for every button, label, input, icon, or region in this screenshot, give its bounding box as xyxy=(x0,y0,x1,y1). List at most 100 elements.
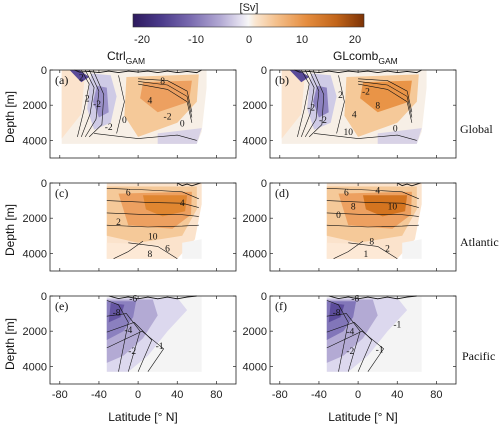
contour-label: -2 xyxy=(307,104,315,114)
column-title-ctrl: CtrlGAM xyxy=(107,49,145,66)
contour-label: 2 xyxy=(385,245,390,255)
y-axis-label: Depth [m] xyxy=(3,318,17,370)
y-tick-label: 2000 xyxy=(23,326,47,338)
colorbar-tick: 0 xyxy=(246,34,252,46)
contour-label: 1 xyxy=(364,250,369,260)
y-tick-label: 4000 xyxy=(23,248,47,260)
contour-label: 10 xyxy=(388,202,398,212)
contour-label: -2 xyxy=(319,116,327,126)
basin-label-pacific: Pacific xyxy=(462,349,495,363)
contour-label: -6 xyxy=(129,294,137,304)
panel-label: (f) xyxy=(275,299,287,313)
contour-label: 8 xyxy=(375,102,380,112)
contour-label: 8 xyxy=(369,238,374,248)
x-tick-label: 40 xyxy=(391,389,403,401)
contour-label: 0 xyxy=(336,211,341,221)
panel-label: (a) xyxy=(55,73,68,87)
panel-c: 6 4 10 6 8 2 0 2000 4000 (c) xyxy=(23,178,237,272)
x-axis-label: Latitude [° N] xyxy=(328,410,398,424)
x-tick-label: 0 xyxy=(355,389,361,401)
x-tick-label: 80 xyxy=(210,389,222,401)
x-tick-label: -80 xyxy=(52,389,68,401)
colorbar-unit: [Sv] xyxy=(240,2,259,14)
y-tick-label: 4000 xyxy=(243,135,267,147)
x-tick-label: 0 xyxy=(135,389,141,401)
basin-label-global: Global xyxy=(460,122,493,136)
column-title-glcomb: GLcombGAM xyxy=(333,49,398,66)
y-tick-label: 2000 xyxy=(243,100,267,112)
contour-label: 4 xyxy=(148,96,153,106)
contour-label: 10 xyxy=(148,232,158,242)
y-tick-label: 2000 xyxy=(23,100,47,112)
contour-label: 6 xyxy=(344,188,349,198)
y-tick-label: 2000 xyxy=(23,213,47,225)
y-tick-label: 4000 xyxy=(243,248,267,260)
contour-label: 2 xyxy=(79,74,84,84)
contour-label: 4 xyxy=(375,187,380,197)
contour-label: -6 xyxy=(351,294,359,304)
colorbar-tick: 10 xyxy=(296,34,308,46)
colorbar-gradient xyxy=(132,13,365,28)
colorbar-tick: 20 xyxy=(349,34,361,46)
colorbar: [Sv] -20 -10 0 10 20 xyxy=(132,2,365,46)
contour-label: -1 xyxy=(376,345,384,355)
y-tick-label: 0 xyxy=(41,65,47,77)
y-tick-label: 4000 xyxy=(23,135,47,147)
y-tick-label: 4000 xyxy=(243,361,267,373)
y-tick-label: 4000 xyxy=(23,361,47,373)
y-tick-label: 0 xyxy=(41,291,47,303)
y-tick-label: 0 xyxy=(261,65,267,77)
panel-label: (d) xyxy=(275,186,289,200)
basin-label-atlantic: Atlantic xyxy=(460,235,499,249)
contour-label: 8 xyxy=(148,250,153,260)
y-tick-label: 2000 xyxy=(243,213,267,225)
contour-label: -2 xyxy=(362,88,370,98)
contour-label: -4 xyxy=(346,328,354,338)
x-tick-label: -40 xyxy=(311,389,327,401)
x-tick-label: 80 xyxy=(430,389,442,401)
panel-label: (e) xyxy=(55,299,68,313)
contour-label: 8 xyxy=(160,77,165,87)
contour-label: 6 xyxy=(126,188,131,198)
x-axis-label: Latitude [° N] xyxy=(108,410,178,424)
panel-label: (c) xyxy=(55,186,68,200)
contour-label: 10 xyxy=(344,128,354,138)
panel-f: -6 -8 -4 -2 -1 -1 -80 -40 0 40 80 0 2000 4000 (f) xyxy=(243,291,457,401)
contour-label: 4 xyxy=(352,111,357,121)
contour-label: -2 xyxy=(93,100,101,110)
y-axis-label: Depth [m] xyxy=(3,91,17,143)
contour-label: -2 xyxy=(105,123,113,133)
contour-label: 4 xyxy=(180,199,185,209)
contour-label: 8 xyxy=(351,202,356,212)
y-tick-label: 0 xyxy=(261,178,267,190)
contour-label: 0 xyxy=(180,119,185,129)
y-tick-label: 0 xyxy=(261,291,267,303)
panel-b: -2 8 4 10 -2 2 0 -2 0 2000 4000 (b) xyxy=(243,65,457,159)
x-tick-label: 40 xyxy=(171,389,183,401)
colorbar-tick: -10 xyxy=(188,34,204,46)
contour-label: 2 xyxy=(338,91,343,101)
contour-label: -8 xyxy=(333,308,341,318)
contour-label: -1 xyxy=(393,321,401,331)
contour-label: -8 xyxy=(113,308,121,318)
contour-label: -2 xyxy=(346,347,354,357)
y-tick-label: 2000 xyxy=(243,326,267,338)
x-tick-label: -40 xyxy=(91,389,107,401)
contour-label: -1 xyxy=(156,342,164,352)
contour-label: 2 xyxy=(116,218,121,228)
contour-label: 0 xyxy=(393,125,398,135)
contour-label: -4 xyxy=(124,326,132,336)
contour-label: -2 xyxy=(128,347,136,357)
panel-e: -6 -8-4 -2 -1 -80 -40 0 40 80 0 2000 4000 (e) xyxy=(23,291,237,401)
contour-label: 6 xyxy=(165,245,170,255)
panel-label: (b) xyxy=(275,73,289,87)
y-axis-label: Depth [m] xyxy=(3,204,17,256)
contour-label: 0 xyxy=(122,116,127,126)
contour-label: -2 xyxy=(164,112,172,122)
contour-label: 2 xyxy=(85,95,90,105)
colorbar-tick: -20 xyxy=(134,34,150,46)
y-tick-label: 0 xyxy=(41,178,47,190)
